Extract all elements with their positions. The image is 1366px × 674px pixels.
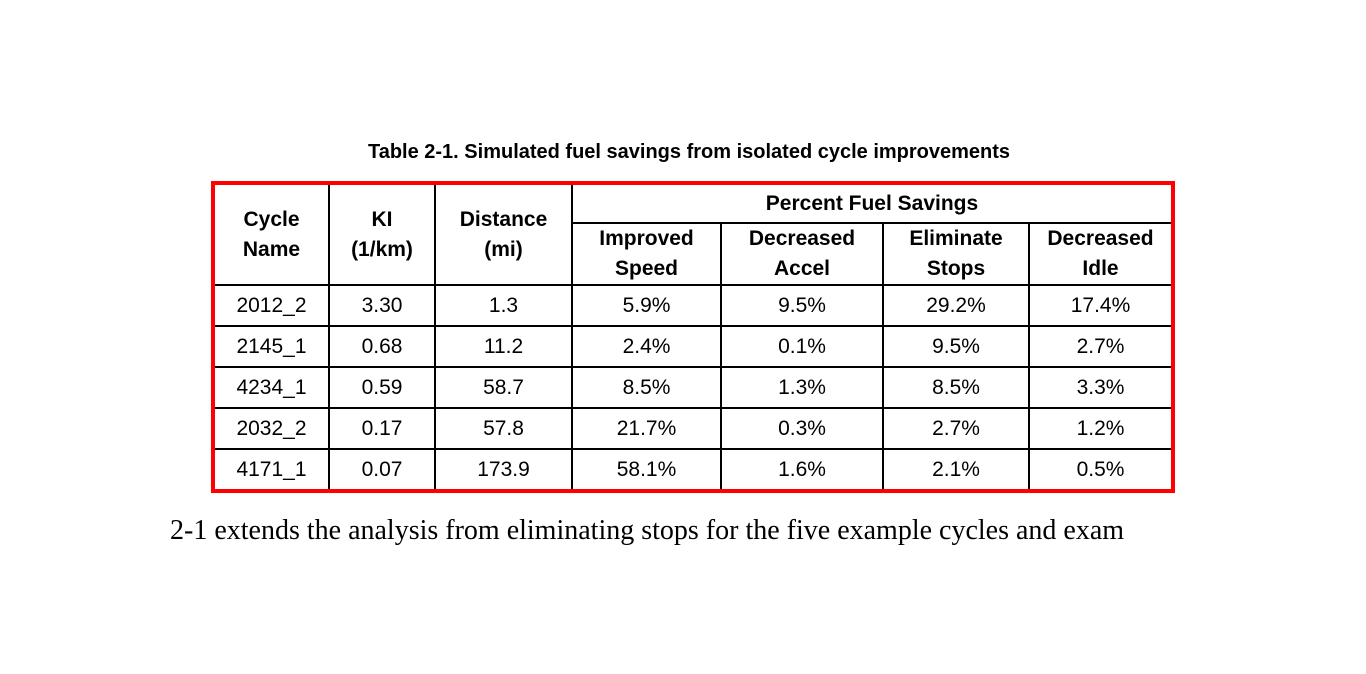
cell-improved-speed: 58.1% bbox=[571, 448, 722, 492]
fuel-savings-table: Cycle Name KI (1/km) Distance (mi) Perce… bbox=[211, 181, 1175, 493]
cell-ki: 0.68 bbox=[328, 325, 436, 368]
table-row: 4171_1 0.07 173.9 58.1% 1.6% 2.1% 0.5% bbox=[212, 448, 1174, 492]
cell-ki: 0.07 bbox=[328, 448, 436, 492]
cell-cycle-name: 2145_1 bbox=[212, 325, 330, 368]
table-caption: Table 2-1. Simulated fuel savings from i… bbox=[367, 141, 1011, 163]
col-header-decreased-accel: Decreased Accel bbox=[720, 222, 884, 286]
cell-cycle-name: 4234_1 bbox=[212, 366, 330, 409]
cell-distance: 173.9 bbox=[434, 448, 573, 492]
table-row: 2145_1 0.68 11.2 2.4% 0.1% 9.5% 2.7% bbox=[212, 325, 1174, 368]
cell-decreased-idle: 0.5% bbox=[1028, 448, 1174, 492]
cell-improved-speed: 21.7% bbox=[571, 407, 722, 450]
cell-cycle-name: 2032_2 bbox=[212, 407, 330, 450]
cell-decreased-accel: 1.6% bbox=[720, 448, 884, 492]
cell-decreased-idle: 17.4% bbox=[1028, 284, 1174, 327]
header-row-sub: Improved Speed Decreased Accel Eliminate… bbox=[213, 222, 1174, 286]
cell-cycle-name: 4171_1 bbox=[212, 448, 330, 492]
cell-eliminate-stops: 2.7% bbox=[882, 407, 1030, 450]
cell-distance: 11.2 bbox=[434, 325, 573, 368]
col-header-cycle-name: Cycle Name bbox=[212, 182, 330, 286]
group-header-percent-fuel-savings: Percent Fuel Savings bbox=[571, 182, 1174, 224]
cell-distance: 58.7 bbox=[434, 366, 573, 409]
cell-ki: 0.59 bbox=[328, 366, 436, 409]
cell-improved-speed: 2.4% bbox=[571, 325, 722, 368]
table-row: 2012_2 3.30 1.3 5.9% 9.5% 29.2% 17.4% bbox=[212, 284, 1174, 327]
cell-decreased-idle: 2.7% bbox=[1028, 325, 1174, 368]
cell-decreased-accel: 1.3% bbox=[720, 366, 884, 409]
cell-ki: 0.17 bbox=[328, 407, 436, 450]
cell-decreased-accel: 9.5% bbox=[720, 284, 884, 327]
cell-eliminate-stops: 2.1% bbox=[882, 448, 1030, 492]
cell-distance: 57.8 bbox=[434, 407, 573, 450]
col-header-improved-speed: Improved Speed bbox=[571, 222, 722, 286]
cell-decreased-idle: 3.3% bbox=[1028, 366, 1174, 409]
cell-improved-speed: 8.5% bbox=[571, 366, 722, 409]
table-row: 4234_1 0.59 58.7 8.5% 1.3% 8.5% 3.3% bbox=[212, 366, 1174, 409]
cell-cycle-name: 2012_2 bbox=[212, 284, 330, 327]
col-header-eliminate-stops: Eliminate Stops bbox=[882, 222, 1030, 286]
cell-decreased-accel: 0.3% bbox=[720, 407, 884, 450]
col-header-distance: Distance (mi) bbox=[434, 182, 573, 286]
cell-eliminate-stops: 8.5% bbox=[882, 366, 1030, 409]
col-header-decreased-idle: Decreased Idle bbox=[1028, 222, 1174, 286]
table-row: 2032_2 0.17 57.8 21.7% 0.3% 2.7% 1.2% bbox=[212, 407, 1174, 450]
col-header-ki: KI (1/km) bbox=[328, 182, 436, 286]
cell-distance: 1.3 bbox=[434, 284, 573, 327]
cell-eliminate-stops: 9.5% bbox=[882, 325, 1030, 368]
cell-eliminate-stops: 29.2% bbox=[882, 284, 1030, 327]
cell-decreased-idle: 1.2% bbox=[1028, 407, 1174, 450]
cell-improved-speed: 5.9% bbox=[571, 284, 722, 327]
cell-decreased-accel: 0.1% bbox=[720, 325, 884, 368]
cell-ki: 3.30 bbox=[328, 284, 436, 327]
body-text: 2-1 extends the analysis from eliminatin… bbox=[170, 515, 1125, 546]
header-row-group: Cycle Name KI (1/km) Distance (mi) Perce… bbox=[212, 182, 1174, 286]
